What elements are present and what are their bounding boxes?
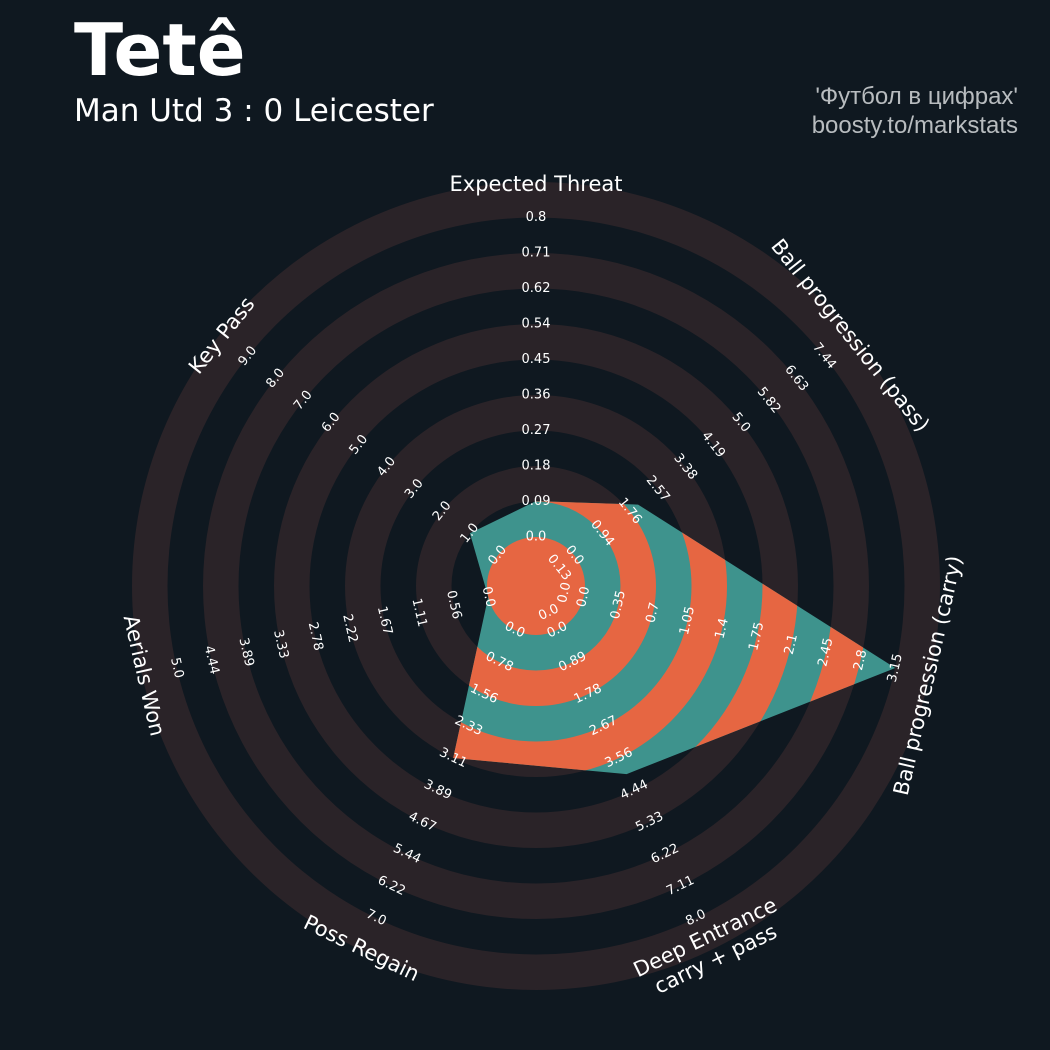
tick-label: 3.15 — [885, 652, 906, 684]
tick-label: 4.44 — [201, 644, 222, 676]
credit-block: 'Футбол в цифрах' boosty.to/markstats — [812, 82, 1018, 140]
tick-label: 0.7 — [643, 601, 662, 625]
tick-label: 0.45 — [522, 352, 551, 367]
tick-label: 3.33 — [270, 629, 291, 661]
player-name: Tetê — [74, 8, 246, 92]
tick-label: 5.0 — [167, 656, 186, 680]
tick-label: 1.67 — [374, 605, 395, 637]
tick-label: 2.78 — [305, 621, 326, 653]
tick-label: 1.4 — [713, 617, 732, 641]
axis-label: Deep Entrancecarry + pass — [630, 893, 791, 1004]
tick-label: 0.18 — [522, 459, 551, 474]
tick-label: 0.35 — [608, 589, 629, 621]
tick-label: 3.89 — [235, 636, 256, 668]
tick-label: 0.0 — [555, 581, 574, 605]
tick-label: 1.75 — [746, 621, 767, 653]
match-score: Man Utd 3 : 0 Leicester — [74, 93, 434, 129]
tick-label: 0.0 — [574, 585, 593, 609]
tick-label: 0.0 — [479, 585, 498, 609]
tick-label: 0.0 — [526, 530, 547, 545]
tick-label: 2.22 — [339, 613, 360, 645]
tick-label: 2.1 — [782, 633, 801, 657]
tick-label: 0.56 — [443, 589, 464, 621]
tick-label: 2.45 — [815, 636, 836, 668]
tick-label: 0.09 — [522, 494, 551, 509]
credit-url: boosty.to/markstats — [811, 112, 1018, 139]
tick-label: 0.71 — [522, 246, 551, 261]
tick-label: 0.8 — [526, 210, 547, 225]
tick-label: 1.11 — [408, 597, 429, 629]
axis-label: Expected Threat — [450, 172, 623, 196]
tick-label: 0.27 — [522, 423, 551, 438]
tick-label: 0.62 — [522, 281, 551, 296]
tick-label: 0.54 — [522, 317, 551, 332]
tick-label: 1.05 — [677, 605, 698, 637]
tick-label: 0.36 — [522, 388, 551, 403]
polygon-band-0 — [487, 537, 585, 635]
credit-title: 'Футбол в цифрах' — [815, 83, 1018, 110]
tick-label: 2.8 — [851, 648, 870, 672]
